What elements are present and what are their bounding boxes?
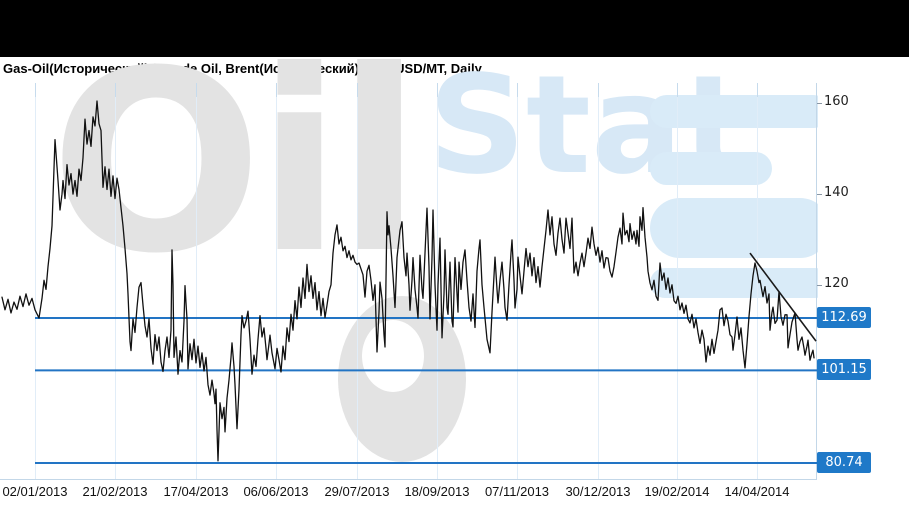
x-axis-date-label: 30/12/2013 bbox=[565, 484, 631, 499]
price-level-badge[interactable]: 80.74 bbox=[817, 451, 871, 473]
y-axis-label: 160 bbox=[824, 94, 849, 110]
chart-title: Gas-Oil(Исторический) / Crude Oil, Brent… bbox=[3, 61, 482, 76]
x-axis-date-label: 17/04/2013 bbox=[163, 484, 229, 499]
price-axis-panel bbox=[818, 57, 909, 509]
x-axis-date-label: 14/04/2014 bbox=[724, 484, 790, 499]
x-axis-date-label: 19/02/2014 bbox=[644, 484, 710, 499]
price-level-badge[interactable]: 101.15 bbox=[817, 359, 871, 381]
x-axis-date-label: 21/02/2013 bbox=[82, 484, 148, 499]
trendline-annotation[interactable] bbox=[749, 252, 817, 342]
y-axis-tick bbox=[817, 194, 822, 196]
price-level-badge[interactable]: 112.69 bbox=[817, 307, 871, 328]
x-axis-date-label: 29/07/2013 bbox=[324, 484, 390, 499]
y-axis-tick bbox=[817, 284, 822, 286]
x-axis-date-label: 06/06/2013 bbox=[243, 484, 309, 499]
y-axis-tick bbox=[817, 103, 822, 105]
x-axis-date-label: 07/11/2013 bbox=[484, 484, 550, 499]
x-axis-date-label: 02/01/2013 bbox=[2, 484, 68, 499]
price-series-line bbox=[1, 100, 815, 462]
chart-plot-area[interactable] bbox=[0, 83, 818, 481]
x-axis-date-label: 18/09/2013 bbox=[404, 484, 470, 499]
y-axis-label: 120 bbox=[824, 275, 849, 291]
y-axis-label: 140 bbox=[824, 185, 849, 201]
top-bar bbox=[0, 0, 909, 57]
